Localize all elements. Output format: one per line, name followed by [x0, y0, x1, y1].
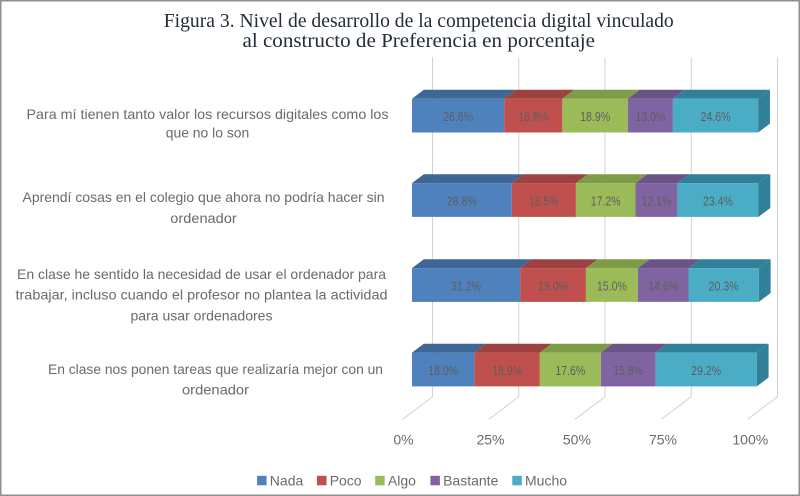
svg-text:Algo: Algo — [388, 472, 416, 488]
svg-text:14.6%: 14.6% — [648, 280, 678, 294]
svg-text:que no lo son: que no lo son — [166, 125, 250, 141]
svg-text:31.2%: 31.2% — [451, 280, 481, 294]
svg-text:16.8%: 16.8% — [518, 110, 548, 124]
svg-text:12.1%: 12.1% — [641, 195, 671, 209]
svg-text:25%: 25% — [476, 431, 504, 447]
svg-text:17.6%: 17.6% — [555, 364, 585, 378]
svg-text:Poco: Poco — [330, 472, 362, 488]
svg-text:0%: 0% — [393, 431, 413, 447]
svg-text:al constructo de Preferencia e: al constructo de Preferencia en porcenta… — [243, 30, 596, 52]
svg-text:75%: 75% — [649, 431, 677, 447]
svg-text:17.2%: 17.2% — [591, 195, 621, 209]
svg-text:ordenador: ordenador — [170, 210, 237, 226]
svg-text:20.3%: 20.3% — [709, 280, 739, 294]
svg-text:Nada: Nada — [270, 472, 304, 488]
svg-text:Mucho: Mucho — [525, 472, 567, 488]
svg-text:29.2%: 29.2% — [691, 364, 721, 378]
svg-text:19.0%: 19.0% — [538, 280, 568, 294]
svg-text:18.5%: 18.5% — [529, 195, 559, 209]
svg-text:En clase nos ponen tareas que: En clase nos ponen tareas que realizaría… — [48, 361, 383, 377]
svg-text:18.9%: 18.9% — [580, 110, 610, 124]
svg-text:Bastante: Bastante — [443, 472, 498, 488]
svg-text:26.6%: 26.6% — [443, 110, 473, 124]
svg-text:ordenador: ordenador — [182, 381, 249, 397]
svg-text:50%: 50% — [563, 431, 591, 447]
svg-text:28.8%: 28.8% — [447, 195, 477, 209]
svg-text:Aprendí cosas en el colegio qu: Aprendí cosas en el colegio que ahora no… — [23, 189, 385, 205]
svg-text:100%: 100% — [732, 431, 768, 447]
svg-text:13.0%: 13.0% — [635, 110, 665, 124]
svg-text:Figura 3. Nivel de desarrollo: Figura 3. Nivel de desarrollo de la comp… — [164, 10, 674, 32]
svg-text:18.9%: 18.9% — [492, 364, 522, 378]
svg-text:15.8%: 15.8% — [613, 364, 643, 378]
svg-text:Para mí tienen tanto valor los: Para mí tienen tanto valor los recursos … — [27, 106, 389, 122]
svg-text:En clase he sentido la necesid: En clase he sentido la necesidad de usar… — [17, 266, 386, 282]
svg-text:15.0%: 15.0% — [597, 280, 627, 294]
svg-text:24.6%: 24.6% — [701, 110, 731, 124]
svg-text:trabajar, incluso cuando el pr: trabajar, incluso cuando el profesor no … — [16, 287, 388, 303]
svg-text:18.0%: 18.0% — [428, 364, 458, 378]
svg-text:para usar ordenadores: para usar ordenadores — [131, 307, 273, 323]
svg-text:23.4%: 23.4% — [703, 195, 733, 209]
